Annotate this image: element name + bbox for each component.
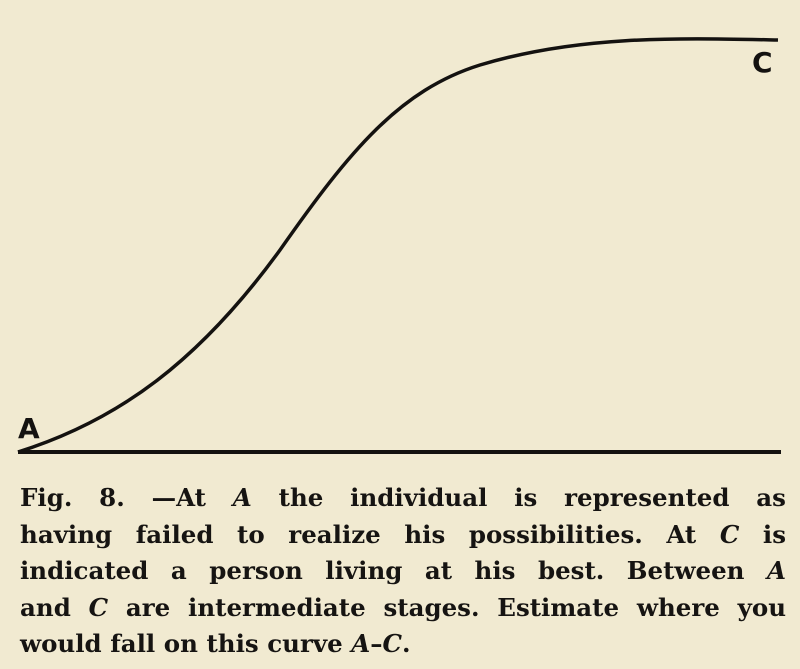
- s-curve-figure: A C: [17, 37, 781, 454]
- point-c-label: C: [752, 46, 773, 79]
- caption-line: would fall on this curve A–C.: [20, 629, 411, 658]
- caption-line: Fig. 8. —At A the individual is represen…: [20, 483, 786, 512]
- caption-line: having failed to realize his possibiliti…: [20, 519, 786, 549]
- caption-line: and C are intermediate stages. Estimate …: [20, 592, 787, 622]
- growth-curve: [17, 37, 779, 454]
- caption-line: indicated a person living at his best. B…: [20, 556, 786, 585]
- point-a-label: A: [18, 412, 40, 445]
- figure-caption: Fig. 8. —At A the individual is represen…: [20, 480, 786, 663]
